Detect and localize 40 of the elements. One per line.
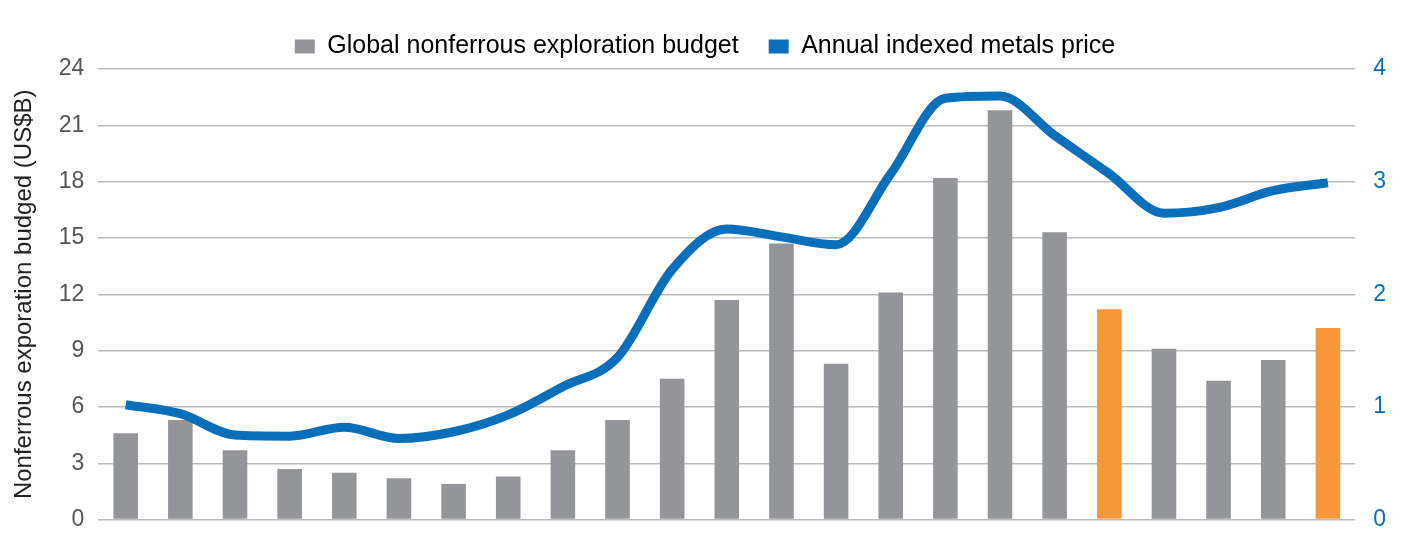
y-tick-label: 6 xyxy=(71,392,85,419)
bar xyxy=(878,292,904,519)
legend-label: Annual indexed metals price xyxy=(801,30,1116,59)
legend-label: Global nonferrous exploration budget xyxy=(327,30,739,59)
bar xyxy=(1151,348,1177,519)
y-tick-label: 15 xyxy=(58,223,85,250)
y-tick-label: 3 xyxy=(71,448,85,475)
y2-tick-label: 3 xyxy=(1373,166,1387,193)
bar xyxy=(1206,380,1231,519)
bar xyxy=(441,483,466,519)
y2-tick-label: 0 xyxy=(1373,504,1387,531)
bar xyxy=(823,363,849,519)
bar xyxy=(113,433,138,519)
bar xyxy=(495,476,521,519)
y-tick-label: 9 xyxy=(71,335,85,362)
y2-tick-label: 4 xyxy=(1373,54,1387,81)
bar xyxy=(168,420,193,519)
y2-tick-label: 1 xyxy=(1373,392,1387,419)
bar xyxy=(550,450,576,519)
bar xyxy=(1260,360,1286,519)
bar xyxy=(605,420,630,519)
y-tick-label: 18 xyxy=(58,166,85,193)
bar xyxy=(222,450,248,519)
bar xyxy=(386,478,412,519)
bar xyxy=(331,472,357,519)
bar xyxy=(1315,328,1341,519)
bar xyxy=(1097,309,1122,519)
bar xyxy=(714,299,740,519)
bar xyxy=(1042,232,1067,519)
y2-tick-label: 2 xyxy=(1373,279,1387,306)
y-tick-label: 12 xyxy=(58,279,85,306)
bar xyxy=(987,110,1013,519)
bar xyxy=(933,177,958,519)
y-axis-title: Nonferrous exporation budged (US$B) xyxy=(9,89,37,500)
y-tick-label: 21 xyxy=(58,110,85,137)
bar xyxy=(769,243,794,519)
bar xyxy=(659,378,685,519)
y-tick-label: 0 xyxy=(71,504,85,531)
bar xyxy=(277,468,302,519)
y-tick-label: 24 xyxy=(58,54,85,81)
